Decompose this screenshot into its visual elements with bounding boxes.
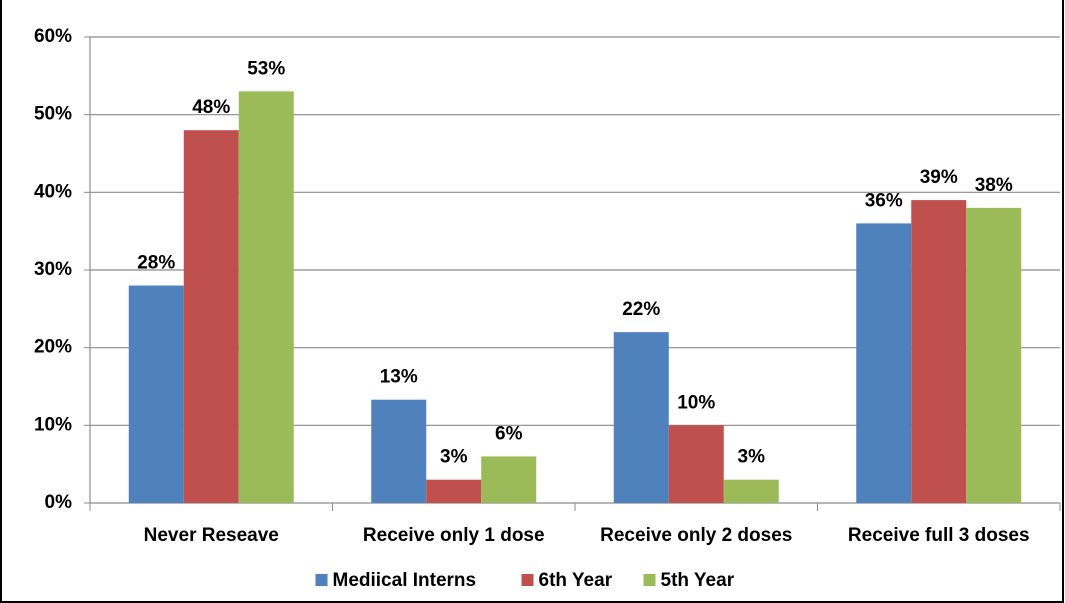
bar <box>183 130 239 503</box>
data-label: 38% <box>975 175 1013 196</box>
data-label: 39% <box>920 167 958 188</box>
legend-label: Mediical Interns <box>333 570 477 591</box>
legend-swatch <box>521 574 534 586</box>
data-label: 53% <box>247 58 285 79</box>
bar <box>613 332 669 503</box>
y-tick-label: 10% <box>34 414 72 435</box>
bar <box>371 399 427 503</box>
bar <box>966 207 1022 503</box>
data-label: 36% <box>865 190 903 211</box>
bar <box>856 223 912 503</box>
data-label: 13% <box>380 367 418 388</box>
bar <box>481 456 537 503</box>
bar <box>238 91 294 503</box>
legend-label: 6th Year <box>539 570 613 591</box>
data-label: 10% <box>677 392 715 413</box>
legend-label: 5th Year <box>661 570 735 591</box>
legend-swatch <box>643 574 656 586</box>
data-label: 48% <box>192 97 230 118</box>
y-tick-label: 20% <box>34 337 72 358</box>
bar <box>128 285 184 503</box>
x-tick-label: Receive only 1 dose <box>363 525 545 546</box>
bar <box>668 425 724 503</box>
data-label: 28% <box>137 253 175 274</box>
y-tick-label: 50% <box>34 104 72 125</box>
data-label: 22% <box>622 299 660 320</box>
x-tick-label: Receive full 3 doses <box>848 525 1030 546</box>
legend-swatch <box>315 574 328 586</box>
data-label: 6% <box>495 423 523 444</box>
data-label: 3% <box>440 447 468 468</box>
y-tick-label: 30% <box>34 259 72 280</box>
bar <box>426 479 482 503</box>
y-tick-label: 60% <box>34 26 72 47</box>
x-tick-label: Never Reseave <box>144 525 279 546</box>
bar <box>911 200 967 503</box>
y-tick-label: 40% <box>34 181 72 202</box>
y-tick-label: 0% <box>45 492 73 513</box>
bar <box>723 479 779 503</box>
data-label: 3% <box>738 447 766 468</box>
x-tick-label: Receive only 2 doses <box>600 525 792 546</box>
